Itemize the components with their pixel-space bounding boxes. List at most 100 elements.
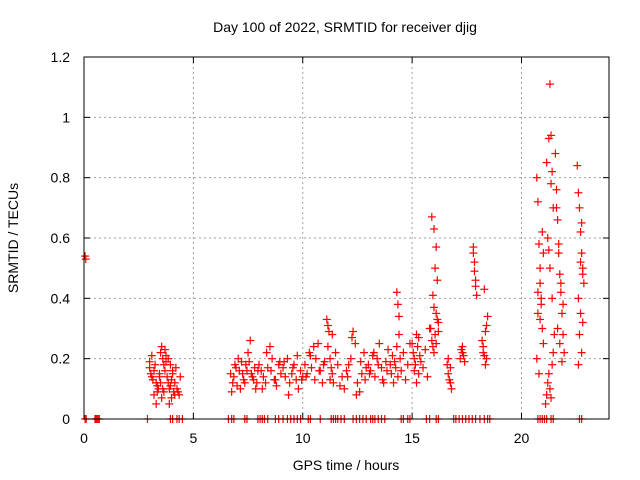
data-point <box>280 357 289 366</box>
data-point <box>390 357 399 366</box>
y-tick-label: 1.2 <box>51 49 71 65</box>
data-point <box>548 360 557 369</box>
data-point <box>472 291 481 300</box>
data-point <box>389 378 398 387</box>
data-point <box>331 348 340 357</box>
y-tick-label: 0.6 <box>51 230 71 246</box>
data-point <box>297 375 306 384</box>
data-point <box>268 354 277 363</box>
y-tick-label: 0 <box>62 411 70 427</box>
data-point <box>533 288 542 297</box>
data-point <box>170 378 179 387</box>
data-point <box>576 309 585 318</box>
data-point <box>145 357 154 366</box>
data-point <box>152 399 161 408</box>
data-point <box>357 369 366 378</box>
data-point <box>227 387 236 396</box>
data-point <box>408 339 417 348</box>
data-point <box>382 366 391 375</box>
data-point <box>577 348 586 357</box>
data-point <box>471 282 480 291</box>
data-point <box>397 366 406 375</box>
data-point <box>401 375 410 384</box>
data-point <box>247 369 256 378</box>
data-point <box>399 348 408 357</box>
data-point <box>419 363 428 372</box>
data-point <box>381 357 390 366</box>
data-point <box>265 342 274 351</box>
data-point <box>532 354 541 363</box>
data-point <box>396 354 405 363</box>
data-point <box>257 366 266 375</box>
data-point <box>416 357 425 366</box>
data-point <box>458 348 467 357</box>
data-point <box>423 372 432 381</box>
data-point <box>577 218 586 227</box>
data-point <box>574 294 583 303</box>
data-point <box>444 369 453 378</box>
data-point <box>536 264 545 273</box>
data-point <box>573 161 582 170</box>
data-point <box>428 291 437 300</box>
data-point <box>545 384 554 393</box>
data-point <box>395 312 403 321</box>
data-point <box>470 258 479 267</box>
data-point <box>147 351 156 360</box>
data-point <box>365 369 374 378</box>
data-point <box>421 345 430 354</box>
data-point <box>460 357 469 366</box>
data-point <box>575 203 584 212</box>
data-point <box>160 345 169 354</box>
data-point <box>432 339 441 348</box>
data-point <box>323 321 332 330</box>
data-point <box>279 363 288 372</box>
data-point <box>578 270 587 279</box>
data-point <box>323 342 332 351</box>
data-point <box>447 384 456 393</box>
data-point <box>446 363 455 372</box>
data-point <box>574 188 583 197</box>
data-point <box>554 249 563 258</box>
data-point <box>543 234 552 242</box>
data-point <box>538 324 547 333</box>
data-point <box>242 366 251 375</box>
data-point <box>356 357 365 366</box>
data-point <box>352 390 361 399</box>
data-point <box>555 339 564 348</box>
data-point <box>300 360 309 369</box>
data-point <box>228 378 237 387</box>
data-point <box>550 330 559 339</box>
data-point <box>542 158 551 167</box>
data-point <box>349 327 358 336</box>
data-point <box>271 375 280 384</box>
data-point <box>433 276 442 285</box>
x-tick-label: 10 <box>295 430 311 446</box>
data-point <box>430 303 438 312</box>
data-point <box>150 366 158 375</box>
data-point <box>373 354 382 363</box>
data-point <box>328 330 337 339</box>
data-point <box>547 179 556 188</box>
data-point <box>249 375 258 384</box>
data-point <box>293 351 302 360</box>
data-point <box>559 330 568 339</box>
data-point <box>296 366 305 375</box>
data-point <box>560 348 569 357</box>
data-point <box>552 185 561 194</box>
data-point <box>166 360 175 369</box>
data-point <box>482 354 491 363</box>
data-point <box>360 348 368 357</box>
data-point <box>577 249 586 258</box>
data-point <box>246 336 255 345</box>
data-point <box>535 240 543 249</box>
data-point <box>549 348 558 357</box>
data-point <box>432 309 441 318</box>
data-point <box>175 390 184 399</box>
data-point <box>322 315 331 324</box>
data-point <box>393 372 402 381</box>
y-tick-label: 0.8 <box>51 170 71 186</box>
data-point <box>168 366 177 375</box>
data-point <box>342 366 351 375</box>
data-point <box>536 279 545 288</box>
